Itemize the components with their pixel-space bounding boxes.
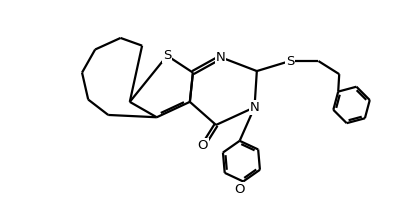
Text: S: S	[163, 49, 171, 62]
Text: S: S	[285, 55, 293, 68]
Text: O: O	[197, 139, 208, 152]
Text: O: O	[233, 183, 244, 196]
Text: N: N	[215, 51, 225, 64]
Text: N: N	[249, 101, 259, 114]
